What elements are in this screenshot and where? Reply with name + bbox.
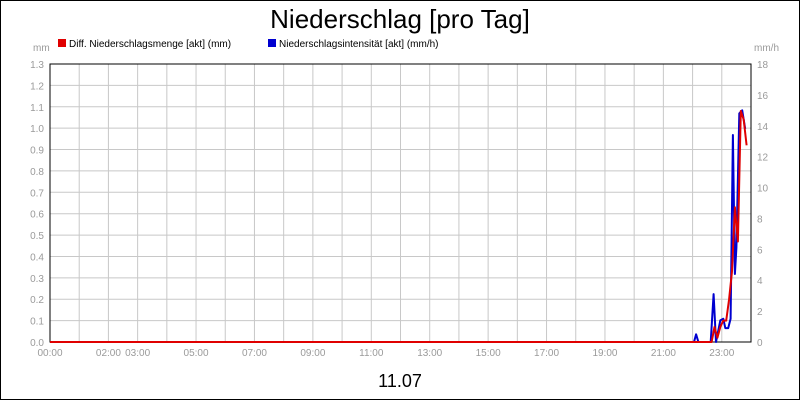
y-right-tick-label: 8 [757, 214, 763, 225]
y-right-tick-label: 16 [757, 91, 769, 102]
x-ticks: 00:00 02:00 03:00 05:00 07:00 09:00 11:00 13:00… [37, 348, 734, 359]
y-left-tick-label: 1.2 [30, 81, 44, 92]
y-left-tick-label: 1.3 [30, 60, 44, 71]
date-label: 11.07 [378, 371, 422, 391]
y-right-ticks: 0 2 4 6 8 10 12 14 16 18 [757, 60, 769, 349]
grid [49, 63, 752, 343]
legend: Diff. Niederschlagsmenge [akt] (mm) Nied… [58, 39, 439, 50]
x-tick-label: 23:00 [709, 348, 734, 359]
x-tick-label: 21:00 [651, 348, 676, 359]
y-left-unit: mm [33, 43, 50, 54]
y-left-tick-label: 0.5 [30, 231, 44, 242]
y-left-tick-label: 1.0 [30, 124, 44, 135]
x-tick-label: 07:00 [242, 348, 267, 359]
x-tick-label: 17:00 [534, 348, 559, 359]
x-tick-label: 05:00 [184, 348, 209, 359]
y-left-tick-label: 0.8 [30, 167, 44, 178]
legend-swatch-intensitaet [268, 39, 276, 47]
chart-title: Niederschlag [pro Tag] [270, 4, 530, 34]
legend-label-intensitaet: Niederschlagsintensität [akt] (mm/h) [279, 39, 439, 50]
x-tick-label: 15:00 [476, 348, 501, 359]
y-left-tick-label: 0.0 [30, 338, 44, 349]
y-right-tick-label: 14 [757, 122, 769, 133]
x-tick-label: 00:00 [37, 348, 62, 359]
x-tick-label: 09:00 [300, 348, 325, 359]
series-line-diff-menge [50, 110, 748, 343]
x-tick-label: 02:00 [96, 348, 121, 359]
y-left-tick-label: 0.2 [30, 295, 44, 306]
y-left-tick-label: 0.3 [30, 274, 44, 285]
y-right-tick-label: 0 [757, 338, 763, 349]
y-left-tick-label: 0.1 [30, 317, 44, 328]
y-right-tick-label: 12 [757, 153, 769, 164]
x-tick-label: 13:00 [417, 348, 442, 359]
y-left-tick-label: 0.9 [30, 146, 44, 157]
y-right-unit: mm/h [754, 43, 779, 54]
y-left-tick-label: 0.6 [30, 210, 44, 221]
x-tick-label: 03:00 [125, 348, 150, 359]
y-left-tick-label: 0.4 [30, 252, 44, 263]
y-right-tick-label: 6 [757, 245, 763, 256]
legend-label-diff-menge: Diff. Niederschlagsmenge [akt] (mm) [69, 39, 231, 50]
y-right-tick-label: 4 [757, 276, 763, 287]
y-right-tick-label: 10 [757, 184, 769, 195]
series-line-intensitaet [50, 109, 747, 343]
y-left-ticks: 0.0 0.1 0.2 0.3 0.4 0.5 0.6 0.7 0.8 0.9 1.0 1.1 1.2 1… [30, 60, 44, 349]
y-left-tick-label: 0.7 [30, 188, 44, 199]
legend-swatch-diff-menge [58, 39, 66, 47]
x-tick-label: 11:00 [359, 348, 384, 359]
series [50, 109, 748, 343]
y-right-tick-label: 2 [757, 307, 763, 318]
y-left-tick-label: 1.1 [30, 103, 44, 114]
x-tick-label: 19:00 [592, 348, 617, 359]
y-right-tick-label: 18 [757, 60, 769, 71]
